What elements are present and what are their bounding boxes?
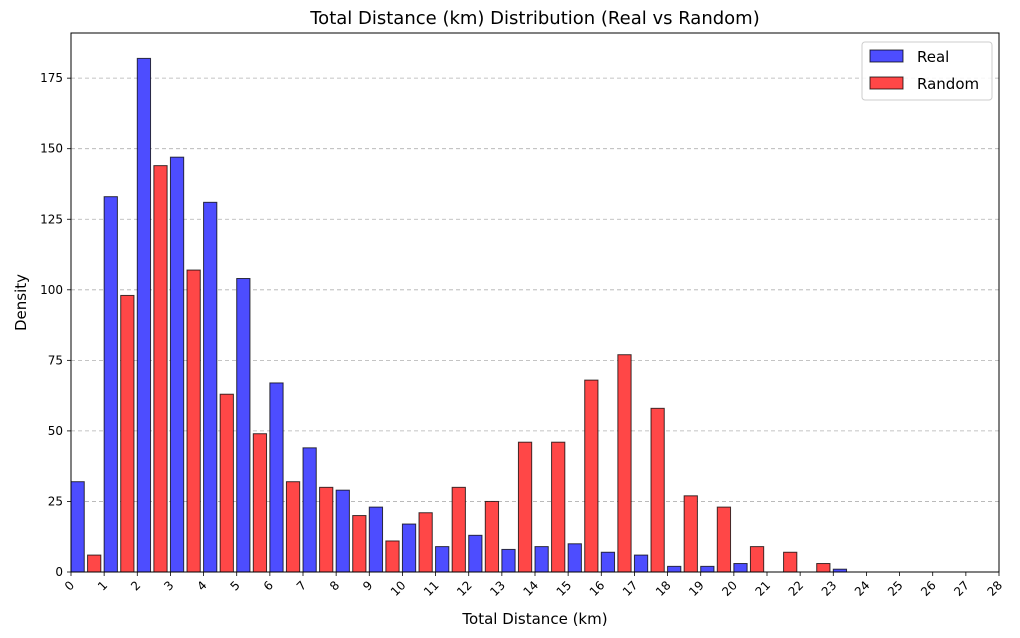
bar-random — [749, 546, 765, 573]
bar-random — [352, 515, 367, 573]
x-tick-label: 16 — [587, 578, 608, 599]
legend-label-random: Random — [917, 75, 979, 93]
bar-real — [468, 534, 483, 573]
x-tick-label: 17 — [620, 578, 641, 599]
bar-random — [153, 165, 168, 573]
bar-random — [517, 441, 533, 573]
bar-real — [335, 489, 350, 573]
bar-random — [219, 393, 234, 573]
bar-real — [534, 546, 549, 573]
x-tick-label: 7 — [294, 578, 309, 593]
series-real-bars — [70, 57, 848, 573]
bar-real — [435, 546, 450, 573]
x-tick-label: 18 — [653, 578, 674, 599]
bar-random — [816, 563, 831, 573]
x-axis-ticks: 0 1 2 3 4 5 6 7 8 9 10 11 12 13 14 15 16 17 18 19 20 21 22 23 24… — [62, 572, 1005, 599]
x-tick-label: 10 — [388, 578, 409, 599]
bar-real — [136, 57, 152, 573]
x-tick-label: 6 — [261, 578, 276, 593]
bar-random — [783, 551, 798, 573]
x-tick-label: 1 — [95, 578, 110, 593]
bar-real — [302, 447, 317, 573]
x-tick-label: 8 — [327, 578, 342, 593]
bar-random — [252, 433, 268, 573]
x-tick-label: 0 — [62, 578, 77, 593]
bar-real — [368, 506, 384, 573]
bar-real — [269, 382, 284, 573]
x-tick-label: 20 — [719, 578, 740, 599]
y-tick-label: 50 — [48, 424, 63, 438]
bar-random — [87, 554, 102, 573]
bar-random — [418, 512, 433, 573]
bar-random — [584, 379, 599, 573]
bar-random — [650, 407, 665, 573]
y-tick-label: 25 — [48, 494, 63, 508]
bar-random — [385, 540, 400, 573]
bar-random — [451, 486, 466, 573]
x-tick-label: 11 — [421, 578, 442, 599]
x-axis-label: Total Distance (km) — [461, 610, 607, 628]
bar-real — [501, 548, 516, 573]
bar-random — [683, 495, 698, 573]
bar-real — [600, 551, 616, 573]
x-tick-label: 12 — [454, 578, 475, 599]
x-tick-label: 14 — [520, 578, 541, 599]
legend: Real Random — [861, 41, 993, 101]
bar-random — [186, 269, 201, 573]
series-random-bars — [87, 165, 831, 573]
bar-real — [733, 563, 748, 573]
y-tick-label: 100 — [40, 283, 63, 297]
x-tick-label: 21 — [752, 578, 773, 599]
legend-label-real: Real — [917, 48, 949, 66]
bar-real — [169, 156, 185, 573]
x-tick-label: 24 — [852, 578, 873, 599]
bar-real — [203, 201, 218, 573]
x-tick-label: 15 — [554, 578, 575, 599]
x-tick-label: 2 — [128, 578, 143, 593]
bar-random — [484, 500, 500, 573]
bar-real — [567, 543, 582, 573]
bar-real — [103, 196, 118, 573]
y-tick-label: 125 — [40, 212, 63, 226]
legend-swatch-real — [869, 49, 904, 63]
bar-real — [633, 554, 649, 573]
bar-real — [236, 278, 251, 573]
x-tick-label: 25 — [885, 578, 906, 599]
bar-random — [120, 294, 135, 573]
bar-random — [716, 506, 732, 573]
y-axis-label: Density — [12, 274, 30, 331]
chart-title: Total Distance (km) Distribution (Real v… — [309, 8, 760, 29]
x-tick-label: 13 — [487, 578, 508, 599]
legend-swatch-random — [869, 76, 904, 90]
bar-random — [551, 441, 566, 573]
y-tick-label: 0 — [55, 565, 63, 579]
x-tick-label: 26 — [918, 578, 939, 599]
bar-random — [617, 354, 632, 573]
x-tick-label: 19 — [686, 578, 707, 599]
x-tick-label: 5 — [228, 578, 243, 593]
x-tick-label: 22 — [786, 578, 807, 599]
x-tick-label: 9 — [360, 578, 375, 593]
x-tick-label: 3 — [161, 578, 176, 593]
y-tick-label: 175 — [40, 71, 63, 85]
x-tick-label: 27 — [951, 578, 972, 599]
x-tick-label: 23 — [819, 578, 840, 599]
x-tick-label: 28 — [984, 578, 1005, 599]
bar-random — [319, 486, 334, 573]
y-tick-label: 75 — [48, 353, 63, 367]
bar-real — [401, 523, 417, 573]
bar-real — [700, 565, 715, 573]
bar-random — [285, 481, 301, 573]
y-axis-ticks: 0 25 50 75 100 125 150 175 — [40, 71, 71, 579]
y-tick-label: 150 — [40, 142, 63, 156]
x-tick-label: 4 — [194, 578, 209, 593]
bar-real — [667, 565, 682, 573]
bar-real — [70, 481, 85, 573]
